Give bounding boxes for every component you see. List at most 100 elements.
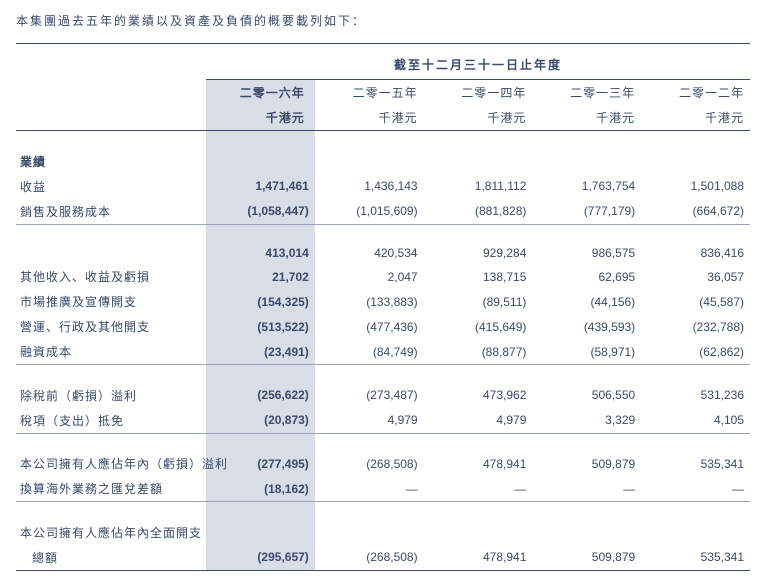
row-owners: 本公司擁有人應佔年內（虧損）溢利 (277,495) (268,508) 478… — [16, 451, 750, 476]
unit-2012: 千港元 — [641, 105, 750, 131]
cell: (84,749) — [315, 339, 424, 365]
cell: (44,156) — [532, 289, 641, 314]
cell: 1,436,143 — [315, 174, 424, 199]
unit-2015: 千港元 — [315, 105, 424, 131]
col-2015: 二零一五年 — [315, 80, 424, 106]
cell: 509,879 — [532, 451, 641, 476]
label-gross — [16, 242, 206, 264]
cell: (1,015,609) — [315, 199, 424, 225]
row-tce-line2: 總額 (295,657) (268,508) 478,941 509,879 5… — [16, 545, 750, 571]
row-tax: 稅項（支出）抵免 (20,873) 4,979 4,979 3,329 4,10… — [16, 408, 750, 434]
financial-summary-table: 截至十二月三十一日止年度 二零一六年 二零一五年 二零一四年 二零一三年 二零一… — [16, 43, 750, 571]
intro-text: 本集團過去五年的業績以及資產及負債的概要載列如下： — [16, 12, 750, 29]
cell: (58,971) — [532, 339, 641, 365]
label-cogs: 銷售及服務成本 — [16, 199, 206, 225]
cell: 535,341 — [641, 451, 750, 476]
unit-header-row: 千港元 千港元 千港元 千港元 千港元 — [16, 105, 750, 131]
cell: 2,047 — [315, 264, 424, 289]
cell: (295,657) — [206, 545, 315, 571]
row-admin: 營運、行政及其他開支 (513,522) (477,436) (415,649)… — [16, 314, 750, 339]
row-tce-line1: 本公司擁有人應佔年內全面開支 — [16, 520, 750, 545]
cell: 36,057 — [641, 264, 750, 289]
year-header-row: 二零一六年 二零一五年 二零一四年 二零一三年 二零一二年 — [16, 80, 750, 106]
cell: 420,534 — [315, 242, 424, 264]
cell: (88,877) — [424, 339, 533, 365]
cell: (881,828) — [424, 199, 533, 225]
cell: (232,788) — [641, 314, 750, 339]
cell: 1,501,088 — [641, 174, 750, 199]
cell: (439,593) — [532, 314, 641, 339]
label-mkt: 市場推廣及宣傳開支 — [16, 289, 206, 314]
label-pbt: 除稅前（虧損）溢利 — [16, 383, 206, 408]
cell: 478,941 — [424, 545, 533, 571]
cell: 3,329 — [532, 408, 641, 434]
row-pbt: 除稅前（虧損）溢利 (256,622) (273,487) 473,962 50… — [16, 383, 750, 408]
col-2013: 二零一三年 — [532, 80, 641, 106]
cell: (89,511) — [424, 289, 533, 314]
cell: (268,508) — [315, 545, 424, 571]
results-title-row: 業績 — [16, 149, 750, 174]
unit-2014: 千港元 — [424, 105, 533, 131]
cell: 506,550 — [532, 383, 641, 408]
cell: 836,416 — [641, 242, 750, 264]
label-other: 其他收入、收益及虧損 — [16, 264, 206, 289]
period-header: 截至十二月三十一日止年度 — [206, 52, 750, 80]
cell: (45,587) — [641, 289, 750, 314]
row-fx: 換算海外業務之匯兌差額 (18,162) — — — — — [16, 476, 750, 502]
cell: 531,236 — [641, 383, 750, 408]
label-tce2: 總額 — [16, 545, 206, 571]
row-gross: 413,014 420,534 929,284 986,575 836,416 — [16, 242, 750, 264]
cell: — — [641, 476, 750, 502]
cell: (1,058,447) — [206, 199, 315, 225]
row-revenue: 收益 1,471,461 1,436,143 1,811,112 1,763,7… — [16, 174, 750, 199]
period-header-row: 截至十二月三十一日止年度 — [16, 52, 750, 80]
cell: (477,436) — [315, 314, 424, 339]
cell: — — [532, 476, 641, 502]
unit-2016: 千港元 — [206, 105, 315, 131]
row-other: 其他收入、收益及虧損 21,702 2,047 138,715 62,695 3… — [16, 264, 750, 289]
cell: (133,883) — [315, 289, 424, 314]
cell: (415,649) — [424, 314, 533, 339]
results-title: 業績 — [16, 149, 206, 174]
cell: 1,471,461 — [206, 174, 315, 199]
row-fin: 融資成本 (23,491) (84,749) (88,877) (58,971)… — [16, 339, 750, 365]
row-cogs: 銷售及服務成本 (1,058,447) (1,015,609) (881,828… — [16, 199, 750, 225]
cell: 138,715 — [424, 264, 533, 289]
label-fx: 換算海外業務之匯兌差額 — [16, 476, 206, 502]
cell: (664,672) — [641, 199, 750, 225]
label-admin: 營運、行政及其他開支 — [16, 314, 206, 339]
col-2016: 二零一六年 — [206, 80, 315, 106]
cell: 4,105 — [641, 408, 750, 434]
cell: 509,879 — [532, 545, 641, 571]
cell: — — [424, 476, 533, 502]
label-fin: 融資成本 — [16, 339, 206, 365]
cell: (18,162) — [206, 476, 315, 502]
cell: 986,575 — [532, 242, 641, 264]
cell: (273,487) — [315, 383, 424, 408]
label-owners: 本公司擁有人應佔年內（虧損）溢利 — [16, 451, 206, 476]
cell: (268,508) — [315, 451, 424, 476]
unit-2013: 千港元 — [532, 105, 641, 131]
cell: 929,284 — [424, 242, 533, 264]
cell: 4,979 — [424, 408, 533, 434]
cell: 478,941 — [424, 451, 533, 476]
col-2014: 二零一四年 — [424, 80, 533, 106]
cell: — — [315, 476, 424, 502]
label-revenue: 收益 — [16, 174, 206, 199]
cell: (20,873) — [206, 408, 315, 434]
cell: (777,179) — [532, 199, 641, 225]
cell: 4,979 — [315, 408, 424, 434]
cell: (256,622) — [206, 383, 315, 408]
cell: (23,491) — [206, 339, 315, 365]
row-mkt: 市場推廣及宣傳開支 (154,325) (133,883) (89,511) (… — [16, 289, 750, 314]
cell: 21,702 — [206, 264, 315, 289]
cell: (62,862) — [641, 339, 750, 365]
cell: 473,962 — [424, 383, 533, 408]
cell: 413,014 — [206, 242, 315, 264]
cell: 1,811,112 — [424, 174, 533, 199]
cell: (513,522) — [206, 314, 315, 339]
label-tce1: 本公司擁有人應佔年內全面開支 — [16, 520, 206, 545]
col-2012: 二零一二年 — [641, 80, 750, 106]
cell: 1,763,754 — [532, 174, 641, 199]
cell: 62,695 — [532, 264, 641, 289]
